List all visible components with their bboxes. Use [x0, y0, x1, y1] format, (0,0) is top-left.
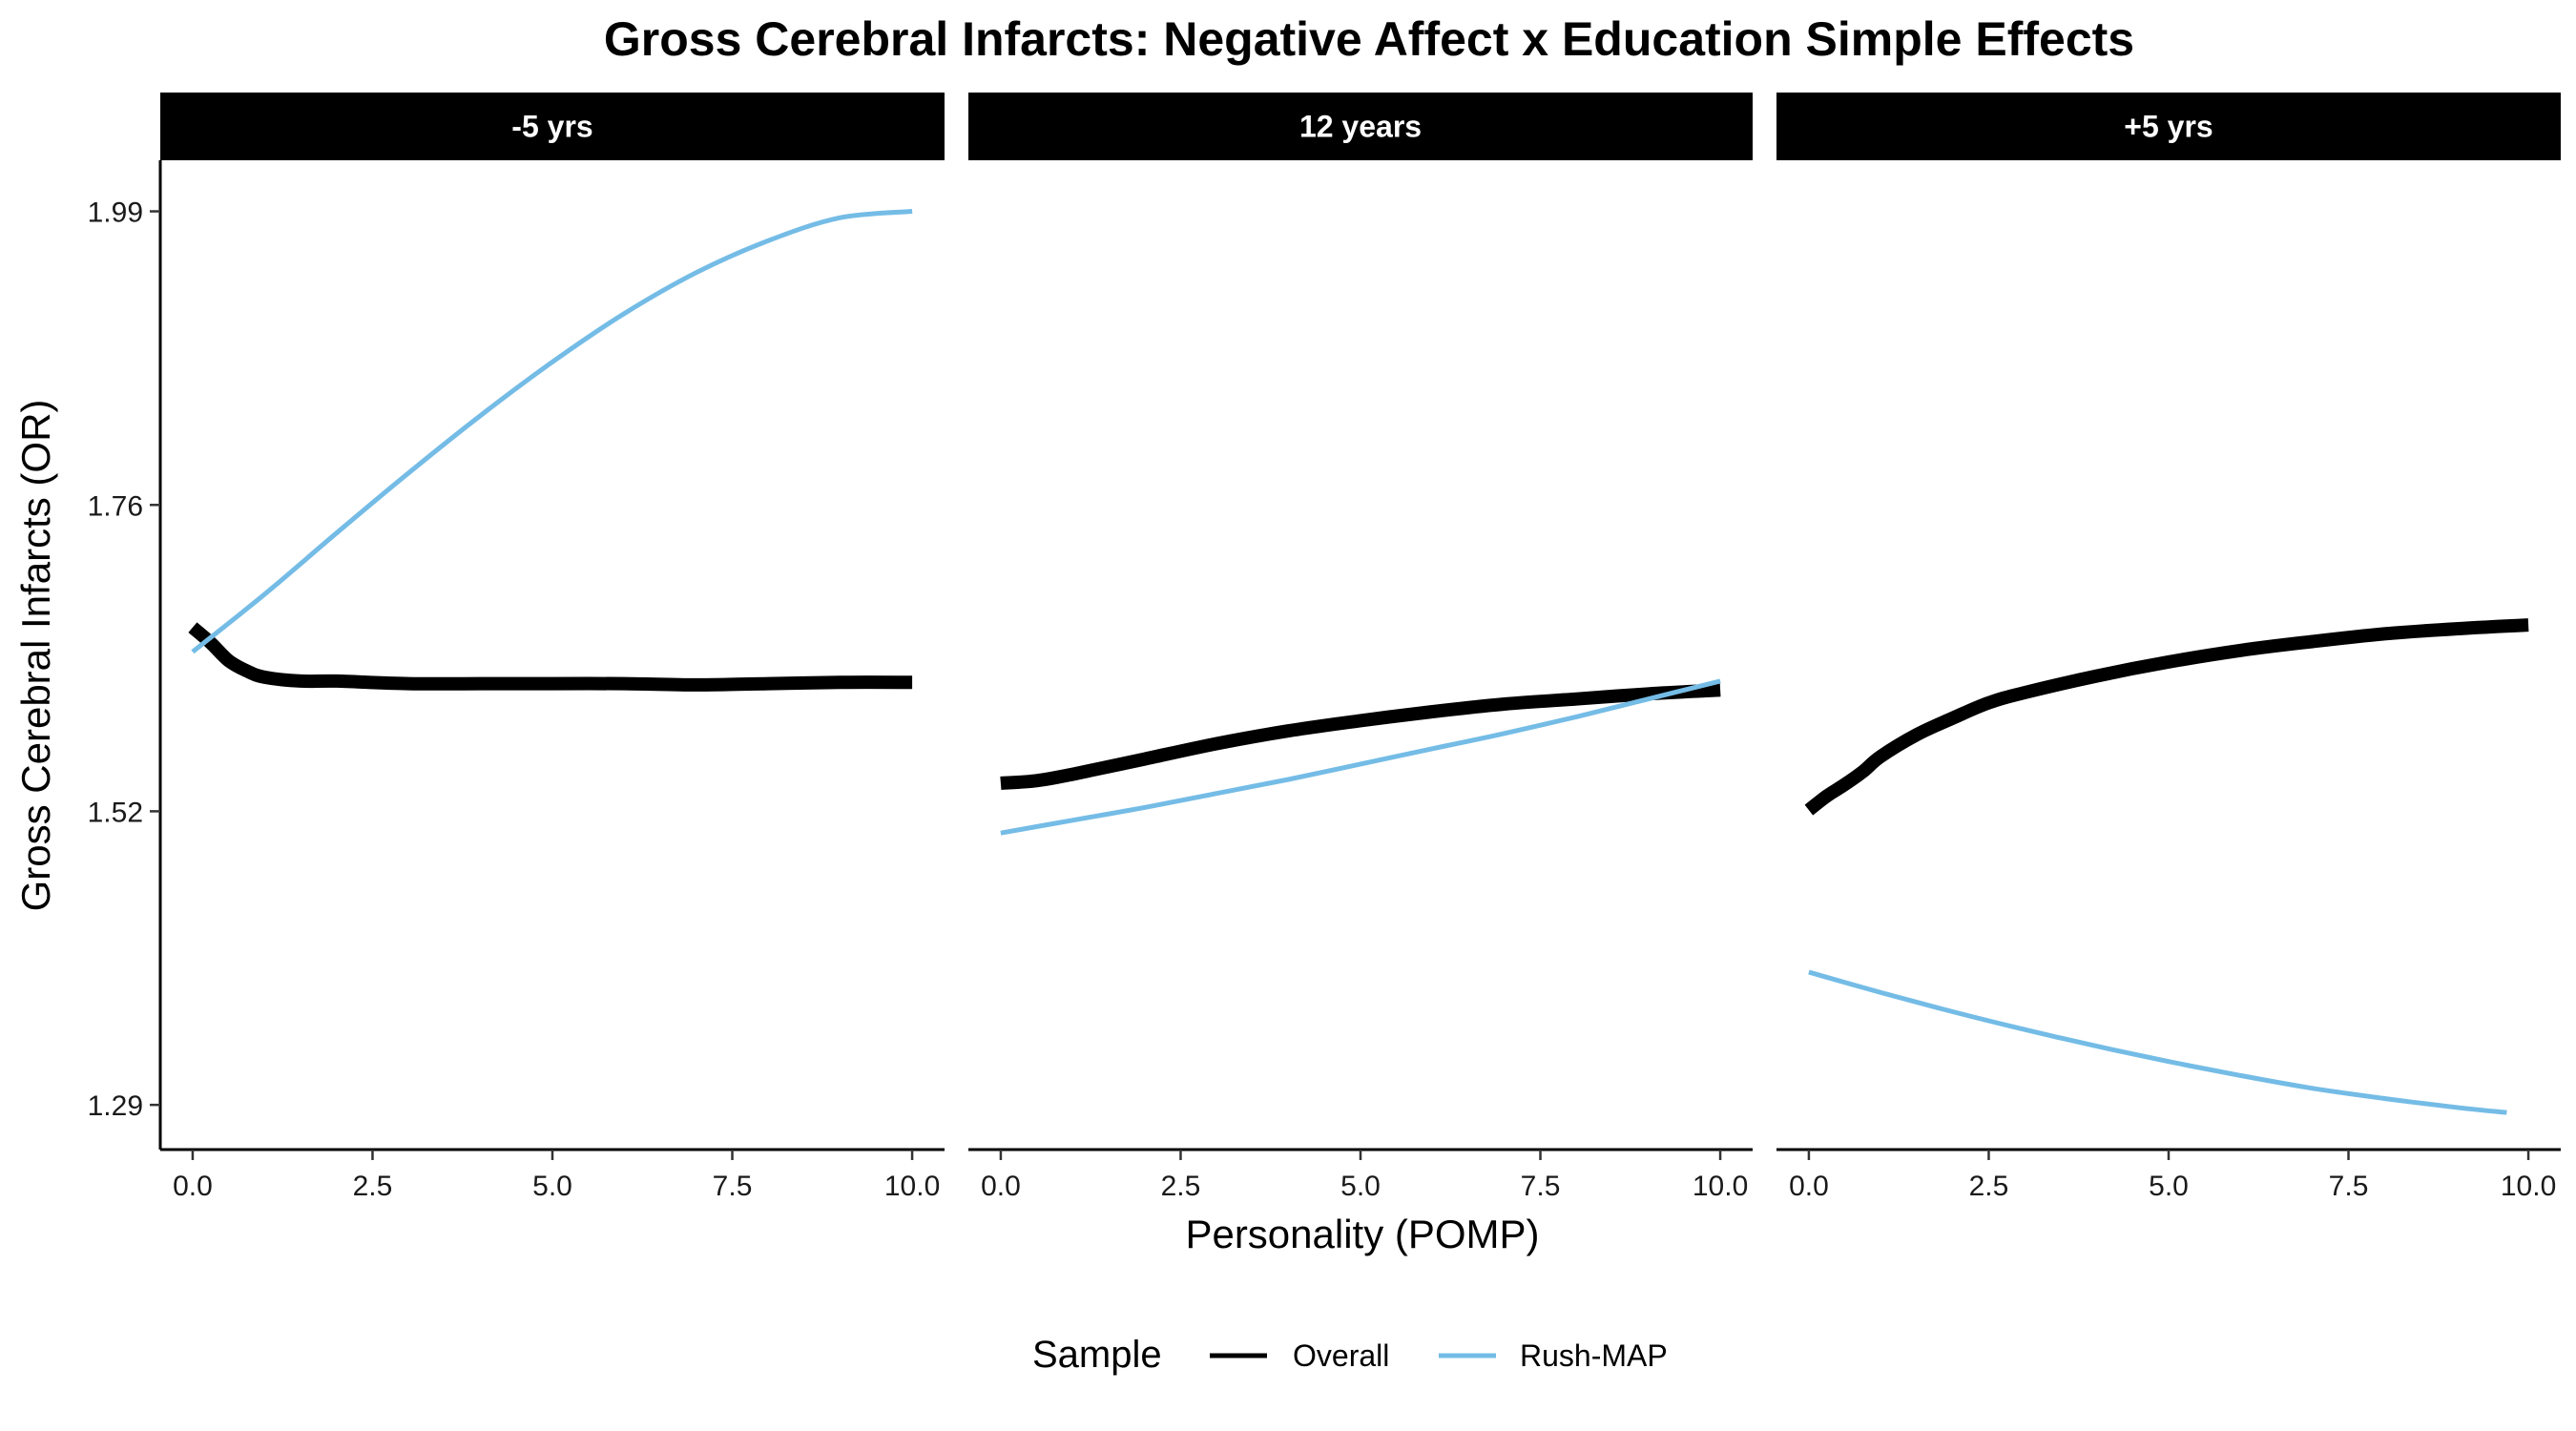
- facet-panel-1: -5 yrs 0.0 2.5 5.0 7.5 10.0 1.29 1.52 1.76 1.99: [88, 93, 945, 1202]
- legend: Sample Overall Rush-MAP: [1032, 1334, 1668, 1376]
- y-tick-label: 1.76: [88, 490, 143, 522]
- series-line-rush-map: [191, 209, 913, 654]
- y-axis-title: Gross Cerebral Infarcts (OR): [13, 400, 58, 912]
- facet-strip: [968, 93, 1753, 160]
- facet-panel-2: 12 years 0.0 2.5 5.0 7.5 10.0: [968, 93, 1753, 1202]
- facet-panel-3: +5 yrs 0.0 2.5 5.0 7.5 10.0: [1776, 93, 2561, 1202]
- x-tick-label: 5.0: [2149, 1171, 2189, 1202]
- chart-title: Gross Cerebral Infarcts: Negative Affect…: [604, 12, 2134, 66]
- facet-strip-label: 12 years: [1299, 110, 1422, 144]
- x-tick-label: 0.0: [981, 1171, 1021, 1202]
- series-line-overall: [188, 622, 913, 692]
- series-line-rush-map: [1808, 969, 2507, 1115]
- legend-label-overall: Overall: [1293, 1338, 1389, 1373]
- y-tick-label: 1.99: [88, 197, 143, 229]
- facet-strip: [1776, 93, 2561, 160]
- series-line-overall: [1000, 683, 1721, 790]
- legend-title: Sample: [1032, 1334, 1162, 1376]
- series-line-overall: [1804, 618, 2529, 816]
- y-tick-label: 1.29: [88, 1090, 143, 1122]
- x-tick-label: 7.5: [2329, 1171, 2369, 1202]
- x-tick-label: 2.5: [353, 1171, 393, 1202]
- x-tick-label: 0.0: [1789, 1171, 1829, 1202]
- x-tick-label: 2.5: [1969, 1171, 2009, 1202]
- y-tick-label: 1.52: [88, 797, 143, 828]
- x-tick-label: 7.5: [713, 1171, 753, 1202]
- legend-label-rush-map: Rush-MAP: [1520, 1338, 1668, 1373]
- x-tick-label: 5.0: [532, 1171, 572, 1202]
- x-tick-label: 7.5: [1521, 1171, 1561, 1202]
- x-tick-label: 10.0: [884, 1171, 940, 1202]
- x-tick-label: 10.0: [1693, 1171, 1748, 1202]
- facet-strip-label: -5 yrs: [511, 110, 592, 144]
- facet-panels: -5 yrs 0.0 2.5 5.0 7.5 10.0 1.29 1.52 1.76 1.99 12…: [88, 93, 2561, 1202]
- x-tick-label: 2.5: [1161, 1171, 1201, 1202]
- x-tick-label: 5.0: [1340, 1171, 1381, 1202]
- series-line-rush-map: [1000, 678, 1721, 836]
- x-tick-label: 10.0: [2501, 1171, 2556, 1202]
- facet-strip-label: +5 yrs: [2124, 110, 2212, 144]
- facet-strip: [160, 93, 945, 160]
- x-axis-title: Personality (POMP): [1185, 1212, 1539, 1256]
- x-tick-label: 0.0: [173, 1171, 213, 1202]
